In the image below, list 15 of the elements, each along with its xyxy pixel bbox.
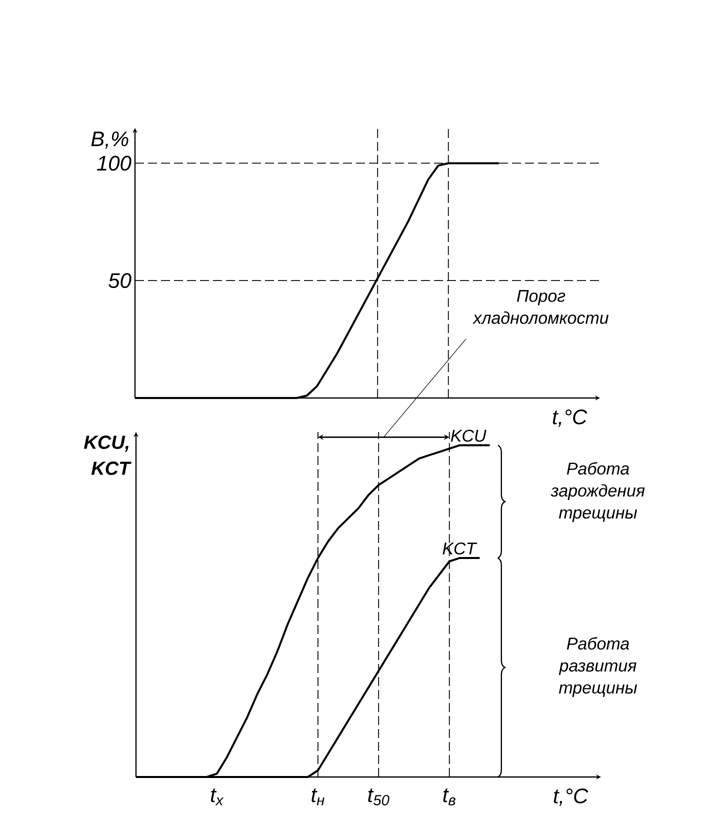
y-tick-label: 50 (108, 273, 132, 288)
annotation: Работа зарождения трещины (550, 462, 645, 522)
annotation: Порог хладноломкости (472, 290, 608, 324)
legend-label: KCU (450, 430, 486, 442)
y-axis-title: В,% (91, 132, 128, 149)
x-axis-title: t,°C (552, 410, 588, 427)
annotation: Работа развития трещины (558, 636, 637, 697)
x-tick-label: t$_{х}$ (210, 788, 224, 806)
x-tick-label: t$_{н}$ (312, 788, 324, 806)
x-tick-label: t$_{50}$ (368, 788, 390, 806)
series-label: KCT (442, 542, 478, 555)
x-tick-label: t$_{в}$ (443, 788, 456, 806)
y-tick-label: 100 (96, 156, 132, 171)
y-axis-title: KCU, KCT (84, 436, 132, 475)
x-axis-title: t,°C (554, 788, 588, 806)
